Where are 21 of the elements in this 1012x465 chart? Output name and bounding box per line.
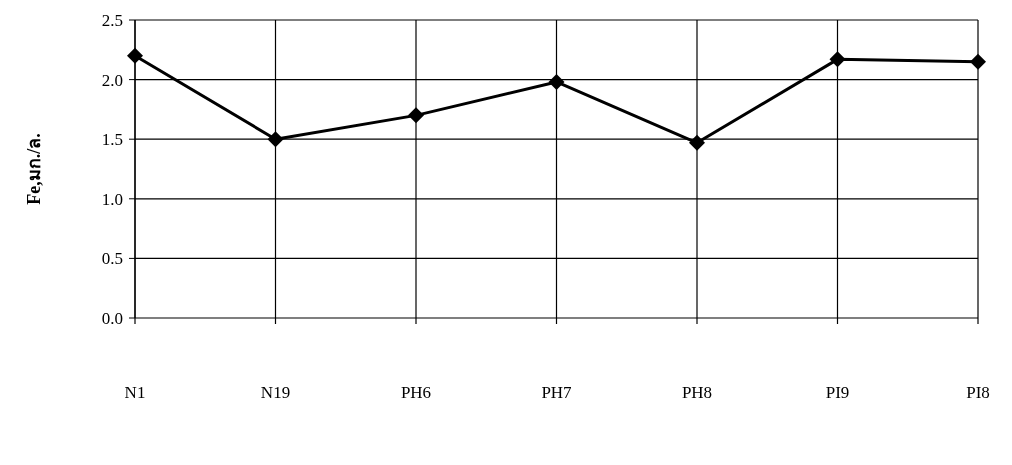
point bbox=[127, 47, 143, 64]
point bbox=[548, 73, 565, 90]
x-tick-label: PI9 bbox=[825, 383, 850, 402]
y-tick-label: 0.0 bbox=[101, 309, 123, 328]
y-tick-label: 2.5 bbox=[101, 11, 123, 30]
y-tick-label: 2.0 bbox=[101, 70, 123, 90]
x-tick-label: PH8 bbox=[681, 383, 713, 402]
y-axis-title: Fe,มก./ล. bbox=[24, 133, 44, 205]
y-tick-label: 0.5 bbox=[101, 249, 123, 269]
point bbox=[689, 134, 705, 151]
point bbox=[408, 107, 424, 124]
x-tick-label: PH6 bbox=[400, 383, 432, 402]
x-tick-label: N1 bbox=[124, 383, 146, 402]
point bbox=[829, 51, 846, 68]
y-tick-label: 1.0 bbox=[101, 189, 123, 209]
y-tick-label: 1.5 bbox=[101, 130, 123, 150]
point bbox=[970, 53, 986, 70]
point bbox=[267, 131, 284, 148]
x-tick-label: PI8 bbox=[966, 383, 990, 402]
x-tick-label: PH7 bbox=[541, 383, 573, 402]
x-tick-label: N19 bbox=[260, 383, 291, 402]
